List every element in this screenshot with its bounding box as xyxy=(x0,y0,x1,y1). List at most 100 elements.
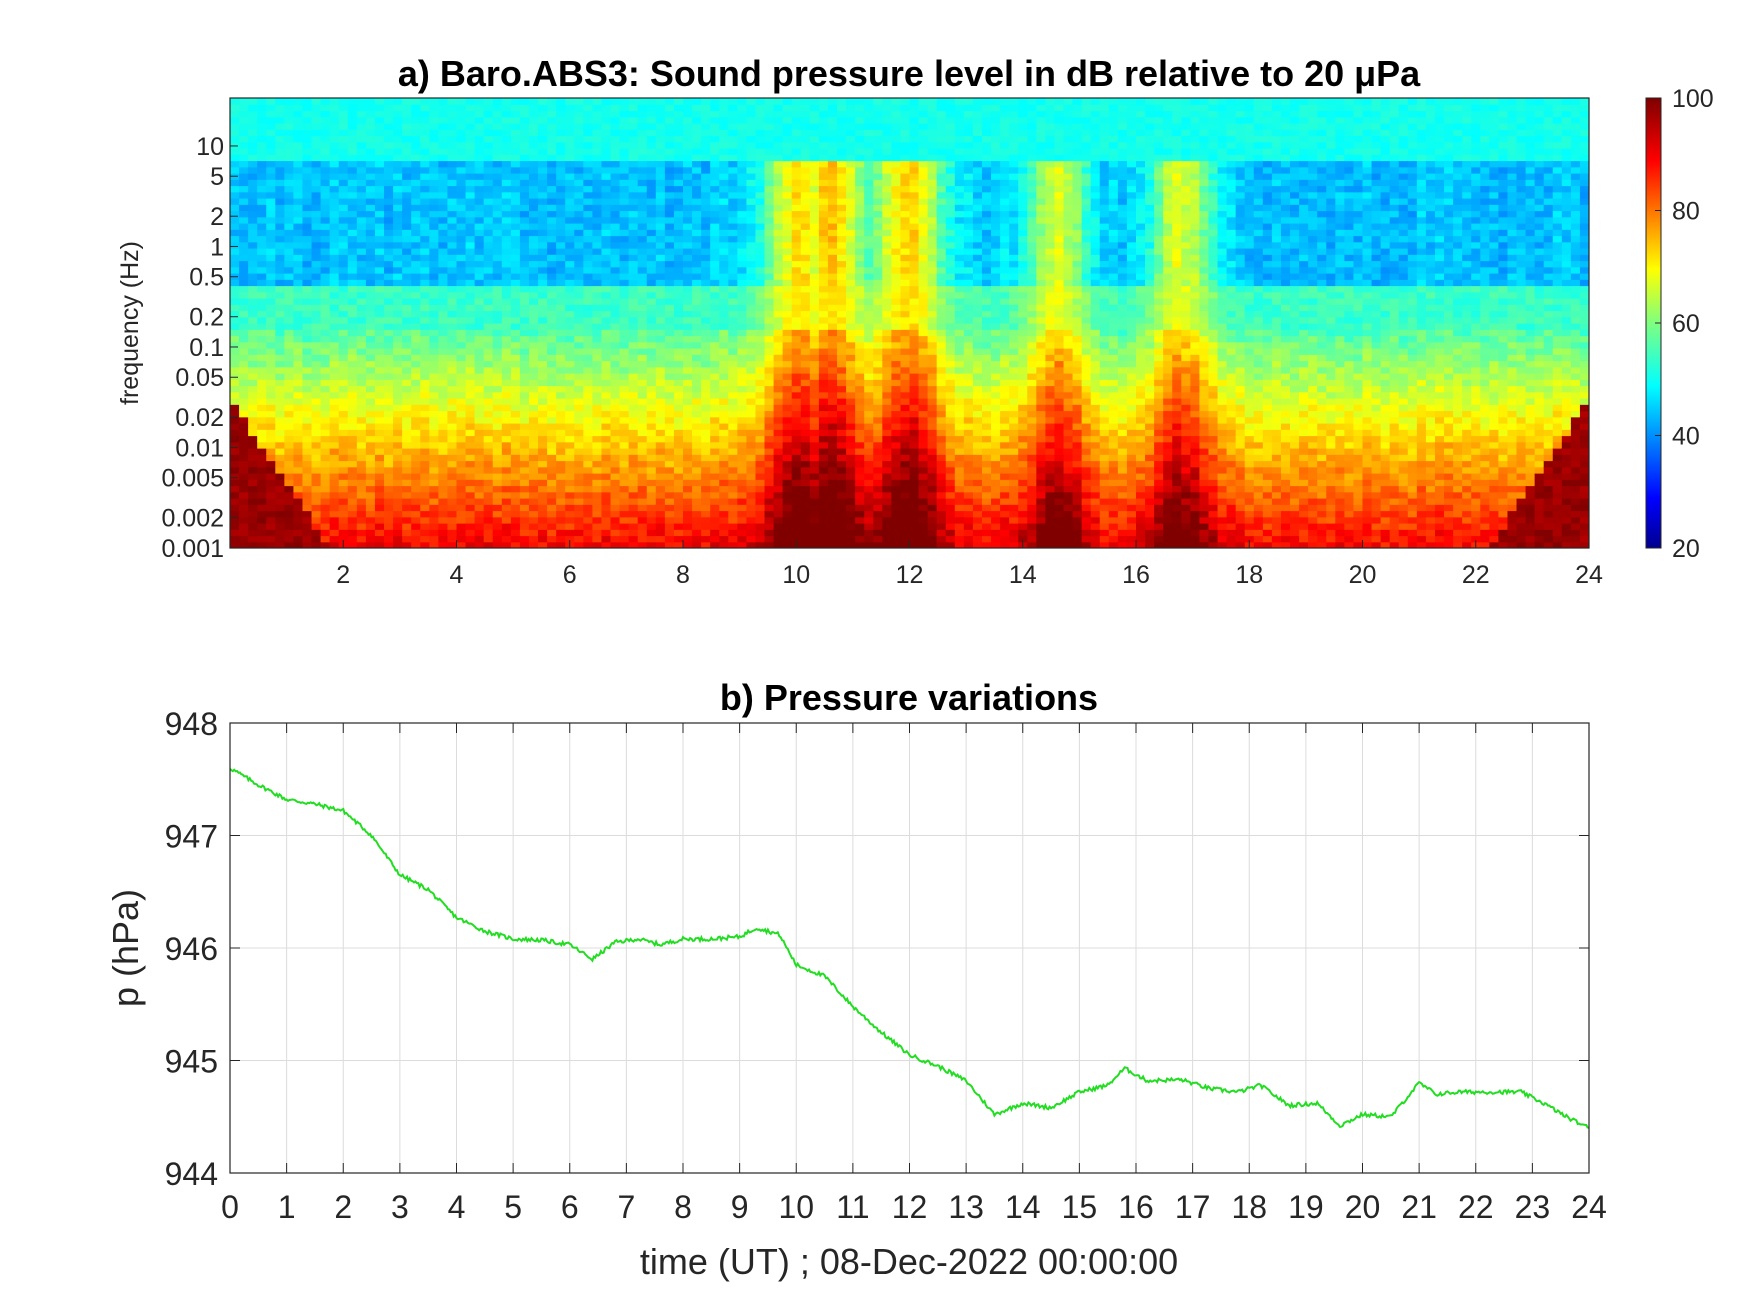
heatmap-cell xyxy=(800,260,811,268)
heatmap-cell xyxy=(293,348,304,355)
heatmap-cell xyxy=(719,523,729,530)
heatmap-cell xyxy=(565,504,575,512)
heatmap-cell xyxy=(510,529,521,537)
heatmap-cell xyxy=(592,216,603,224)
heatmap-cell xyxy=(239,310,249,318)
heatmap-cell xyxy=(338,423,349,430)
heatmap-cell xyxy=(429,473,439,480)
heatmap-cell xyxy=(701,154,711,162)
heatmap-cell xyxy=(628,298,639,305)
heatmap-cell xyxy=(673,173,684,180)
heatmap-cell xyxy=(683,185,693,193)
heatmap-cell xyxy=(637,529,648,537)
heatmap-cell xyxy=(456,473,467,480)
heatmap-cell xyxy=(519,354,530,362)
heatmap-cell xyxy=(574,285,584,293)
heatmap-cell xyxy=(483,366,494,374)
heatmap-cell xyxy=(710,385,720,393)
heatmap-cell xyxy=(356,379,367,387)
heatmap-cell xyxy=(302,504,313,512)
heatmap-cell xyxy=(329,535,340,543)
heatmap-cell xyxy=(791,141,802,149)
heatmap-cell xyxy=(347,129,358,137)
heatmap-cell xyxy=(646,210,657,218)
heatmap-cell xyxy=(329,229,340,237)
heatmap-cell xyxy=(411,341,421,349)
heatmap-cell xyxy=(846,360,856,368)
heatmap-cell xyxy=(782,104,793,112)
heatmap-cell xyxy=(411,254,421,262)
heatmap-cell xyxy=(338,366,349,374)
heatmap-cell xyxy=(465,516,476,524)
heatmap-cell xyxy=(565,366,575,374)
heatmap-cell xyxy=(683,116,693,124)
heatmap-cell xyxy=(248,241,258,249)
heatmap-cell xyxy=(230,216,240,224)
heatmap-cell xyxy=(692,235,702,243)
heatmap-cell xyxy=(592,279,603,287)
heatmap-cell xyxy=(393,423,403,430)
heatmap-cell xyxy=(275,135,285,143)
heatmap-cell xyxy=(356,241,367,249)
heatmap-cell xyxy=(583,466,593,474)
heatmap-cell xyxy=(547,354,557,362)
heatmap-cell xyxy=(465,291,476,299)
heatmap-cell xyxy=(420,291,430,299)
heatmap-cell xyxy=(474,116,485,124)
heatmap-cell xyxy=(275,454,285,462)
heatmap-cell xyxy=(637,448,648,455)
heatmap-cell xyxy=(610,435,621,443)
heatmap-cell xyxy=(782,223,793,230)
heatmap-cell xyxy=(266,416,276,424)
heatmap-cell xyxy=(646,516,657,524)
heatmap-cell xyxy=(528,379,539,387)
heatmap-cell xyxy=(782,173,793,180)
heatmap-cell xyxy=(646,254,657,262)
heatmap-cell xyxy=(782,379,793,387)
heatmap-cell xyxy=(846,329,856,337)
heatmap-cell xyxy=(429,241,439,249)
heatmap-cell xyxy=(320,141,331,149)
heatmap-cell xyxy=(402,423,412,430)
heatmap-cell xyxy=(456,273,467,280)
heatmap-cell xyxy=(492,441,503,449)
heatmap-cell xyxy=(456,191,467,199)
heatmap-cell xyxy=(565,535,575,543)
heatmap-cell xyxy=(710,179,720,187)
heatmap-cell xyxy=(683,523,693,530)
heatmap-cell xyxy=(239,123,249,130)
heatmap-cell xyxy=(266,454,276,462)
heatmap-cell xyxy=(356,360,367,368)
heatmap-cell xyxy=(248,504,258,512)
heatmap-cell xyxy=(384,473,394,480)
heatmap-cell xyxy=(429,129,439,137)
heatmap-cell xyxy=(827,110,838,118)
heatmap-cell xyxy=(809,223,820,230)
heatmap-cell xyxy=(239,279,249,287)
heatmap-cell xyxy=(483,485,494,493)
heatmap-cell xyxy=(791,373,802,380)
heatmap-cell xyxy=(764,373,775,380)
heatmap-cell xyxy=(429,254,439,262)
heatmap-cell xyxy=(519,523,530,530)
heatmap-cell xyxy=(710,141,720,149)
heatmap-cell xyxy=(365,273,376,280)
heatmap-cell xyxy=(574,460,584,468)
heatmap-cell xyxy=(547,298,557,305)
heatmap-cell xyxy=(583,329,593,337)
heatmap-cell xyxy=(683,310,693,318)
heatmap-cell xyxy=(519,254,530,262)
heatmap-cell xyxy=(239,498,249,505)
heatmap-cell xyxy=(284,485,295,493)
heatmap-cell xyxy=(393,473,403,480)
heatmap-cell xyxy=(791,454,802,462)
heatmap-cell xyxy=(347,160,358,168)
heatmap-cell xyxy=(764,329,775,337)
heatmap-cell xyxy=(257,398,267,405)
heatmap-cell xyxy=(384,416,394,424)
heatmap-cell xyxy=(320,316,331,324)
heatmap-cell xyxy=(393,166,403,174)
heatmap-cell xyxy=(601,291,612,299)
heatmap-cell xyxy=(266,510,276,518)
heatmap-cell xyxy=(474,341,485,349)
